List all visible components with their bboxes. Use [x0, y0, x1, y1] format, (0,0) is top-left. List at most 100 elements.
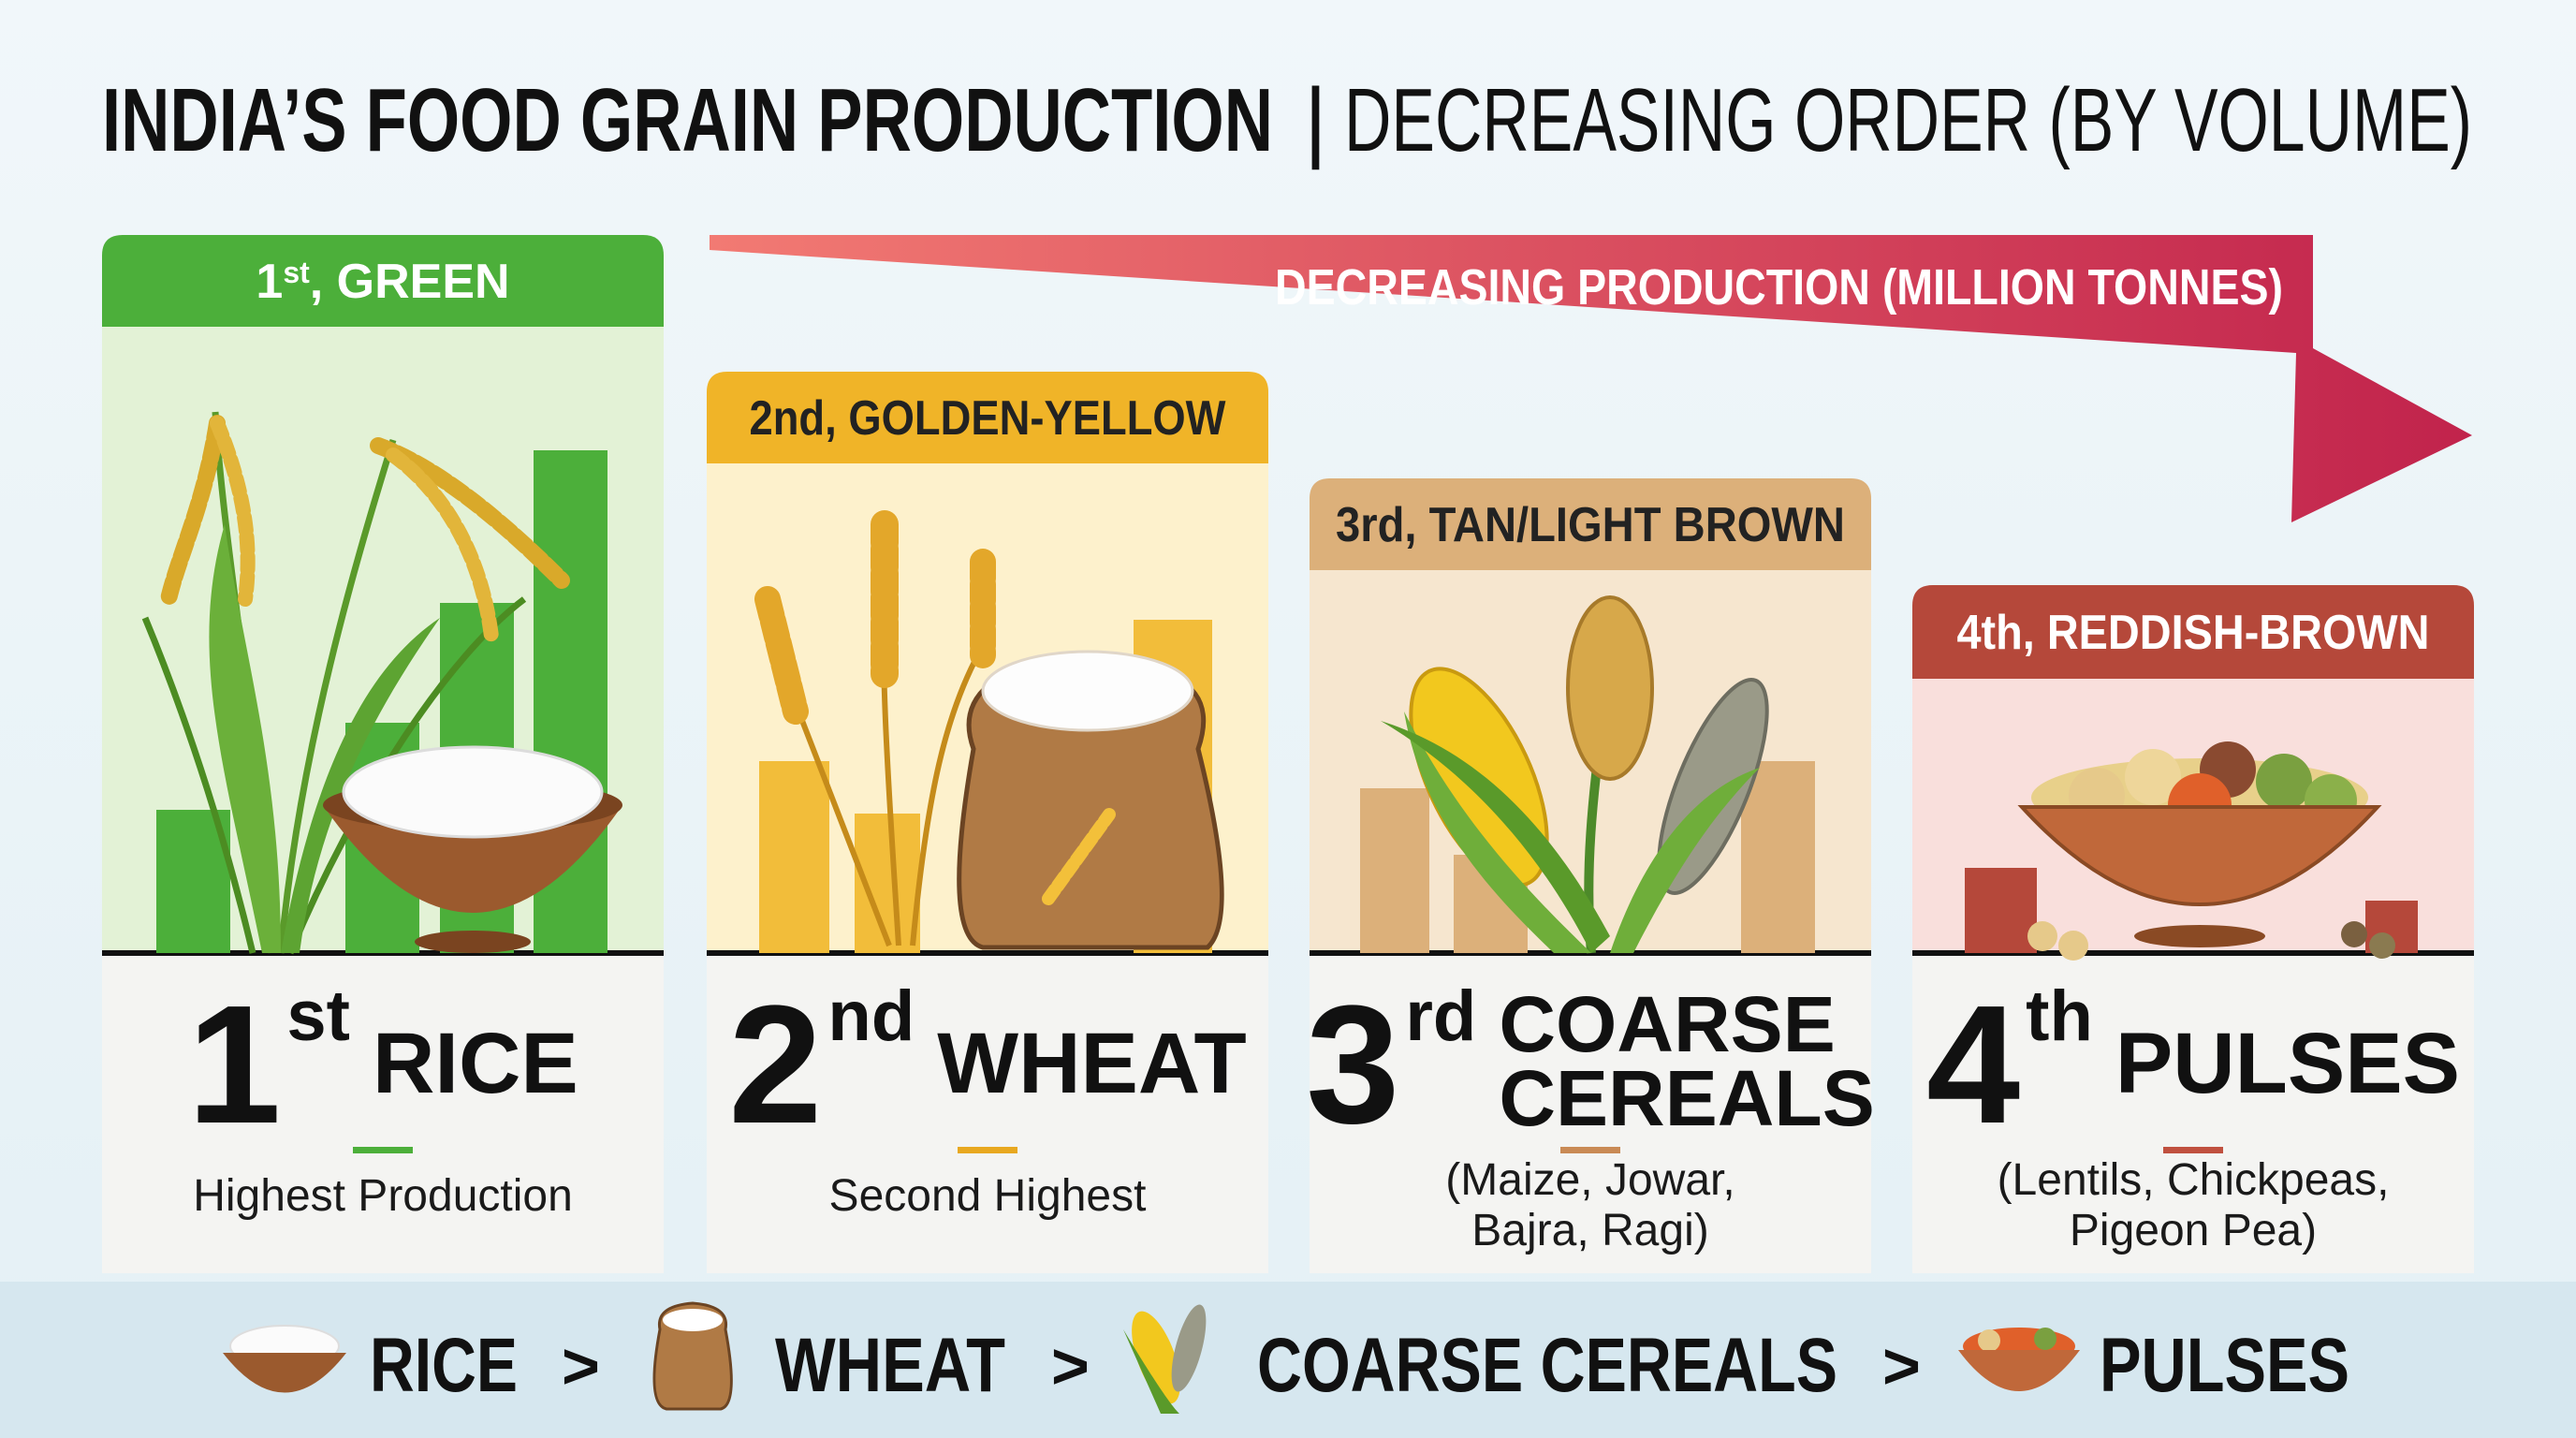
footer-pulses-icon	[1958, 1328, 2080, 1391]
pulses-illustration-part	[2027, 921, 2057, 951]
rice-illustration-part	[209, 524, 281, 953]
pulses-illustration-part	[2256, 754, 2312, 810]
rice-illustration-part	[281, 618, 440, 953]
coarse-cereals-illustration	[1360, 595, 1815, 954]
footer-item: PULSES	[2100, 1323, 2349, 1408]
grain-name: WHEAT	[937, 1016, 1246, 1111]
grain-description: Bajra, Ragi)	[1471, 1206, 1708, 1255]
arrow-label: DECREASING PRODUCTION (MILLION TONNES)	[1275, 259, 2283, 315]
accent-dash	[2163, 1147, 2223, 1153]
rank-group: 4th PULSES	[1926, 971, 2460, 1159]
card-header	[102, 235, 664, 327]
accent-dash	[958, 1147, 1017, 1153]
wheat-illustration-part	[910, 644, 986, 946]
footer-wheat-icon-part	[663, 1309, 723, 1331]
rank-number: 2	[728, 971, 822, 1159]
grain-description: (Lentils, Chickpeas,	[1998, 1155, 2390, 1205]
coarse-cereals-illustration-part	[1610, 768, 1760, 953]
footer-corn-icon-part	[1132, 1311, 1180, 1404]
grain-name: CEREALS	[1499, 1054, 1874, 1142]
wheat-illustration-part	[754, 586, 809, 725]
title-separator: |	[1304, 70, 1327, 170]
footer-rice-icon	[223, 1325, 346, 1393]
rank-number: 1	[187, 971, 281, 1159]
card-header	[707, 372, 1268, 463]
rice-illustration-part	[323, 805, 622, 913]
decreasing-arrow	[710, 235, 2472, 522]
footer-separator: >	[1051, 1329, 1090, 1402]
rank-suffix: th	[2026, 976, 2093, 1056]
card-header	[1310, 478, 1871, 570]
card-lower	[1912, 953, 2474, 1273]
card-header-text: 1st, GREEN	[256, 255, 509, 309]
rank-text: 3rd	[1306, 971, 1476, 1159]
header-label: , GREEN	[310, 255, 510, 309]
pulses-illustration-part	[2058, 931, 2088, 961]
grain-description: Pigeon Pea)	[2070, 1206, 2317, 1255]
wheat-illustration	[754, 510, 1224, 953]
card-lower	[102, 953, 664, 1273]
footer-separator: >	[562, 1329, 600, 1402]
card-header	[1912, 585, 2474, 679]
grain-name: COARSE	[1499, 980, 1835, 1068]
coarse-cereals-illustration-part	[1741, 761, 1815, 953]
grain-description: Second Highest	[829, 1171, 1147, 1221]
card-lower	[1310, 953, 1871, 1273]
footer-band	[0, 1282, 2576, 1438]
pulses-illustration	[1965, 741, 2418, 961]
pulses-illustration-part	[2125, 749, 2181, 805]
accent-dash	[353, 1147, 413, 1153]
grain-name: PULSES	[2115, 1016, 2460, 1111]
rank-suffix: rd	[1405, 976, 1476, 1056]
grain-description: Highest Production	[193, 1171, 573, 1221]
footer-separator: >	[1882, 1329, 1921, 1402]
coarse-cereals-illustration-part	[1566, 595, 1654, 781]
footer-item: RICE	[370, 1323, 518, 1408]
coarse-cereals-illustration-part	[1381, 721, 1610, 953]
wheat-illustration-part	[1042, 808, 1116, 905]
footer-pulses-icon-part	[1958, 1350, 2080, 1391]
footer-corn-icon	[1123, 1304, 1207, 1414]
rank-group: 2nd WHEAT	[728, 971, 1246, 1159]
header-suffix: st	[283, 256, 310, 289]
footer-wheat-icon-part	[652, 1301, 733, 1411]
pulses-illustration-part	[2134, 925, 2265, 947]
rank-text: 1st	[187, 971, 350, 1159]
rank-number: 4	[1926, 971, 2020, 1159]
rice-illustration-part	[210, 416, 256, 607]
rank-suffix: nd	[827, 976, 915, 1056]
coarse-cereals-illustration-part	[1360, 788, 1429, 953]
card-header-text: 2nd, GOLDEN-YELLOW	[750, 391, 1227, 446]
rice-illustration	[141, 411, 622, 955]
rice-illustration-part	[141, 616, 256, 954]
grain-name: RICE	[373, 1016, 578, 1111]
rice-illustration-part	[386, 448, 499, 644]
footer-rice-icon-part	[223, 1353, 346, 1393]
card-lower	[707, 953, 1268, 1273]
footer: RICE WHEAT COARSE CEREALS PULSES > > >	[370, 1323, 2349, 1408]
footer-item: WHEAT	[775, 1323, 1005, 1408]
title-bold: INDIA’S FOOD GRAIN PRODUCTION	[102, 70, 1273, 170]
rice-illustration-part	[342, 745, 604, 839]
footer-pulses-icon-part	[2034, 1328, 2056, 1350]
footer-pulses-icon-part	[1978, 1329, 2000, 1352]
rice-illustration-part	[277, 438, 397, 954]
pulses-illustration-part	[1965, 868, 2037, 953]
pulses-illustration-part	[2017, 805, 2382, 906]
wheat-illustration-part	[759, 761, 829, 953]
card-header-text: 4th, REDDISH-BROWN	[1957, 606, 2430, 660]
header-rank: 1	[256, 255, 283, 309]
rank-text: 2nd	[728, 971, 915, 1159]
footer-item: COARSE CEREALS	[1257, 1323, 1837, 1408]
pulses-illustration-part	[2341, 921, 2367, 947]
pulses-illustration-part	[2369, 932, 2395, 959]
rank-suffix: st	[286, 976, 350, 1056]
footer-corn-icon-part	[1171, 1304, 1207, 1392]
rice-illustration-part	[415, 931, 531, 953]
rank-number: 3	[1306, 971, 1399, 1159]
illustrations	[141, 411, 2418, 961]
card-header-text: 3rd, TAN/LIGHT BROWN	[1336, 498, 1845, 552]
